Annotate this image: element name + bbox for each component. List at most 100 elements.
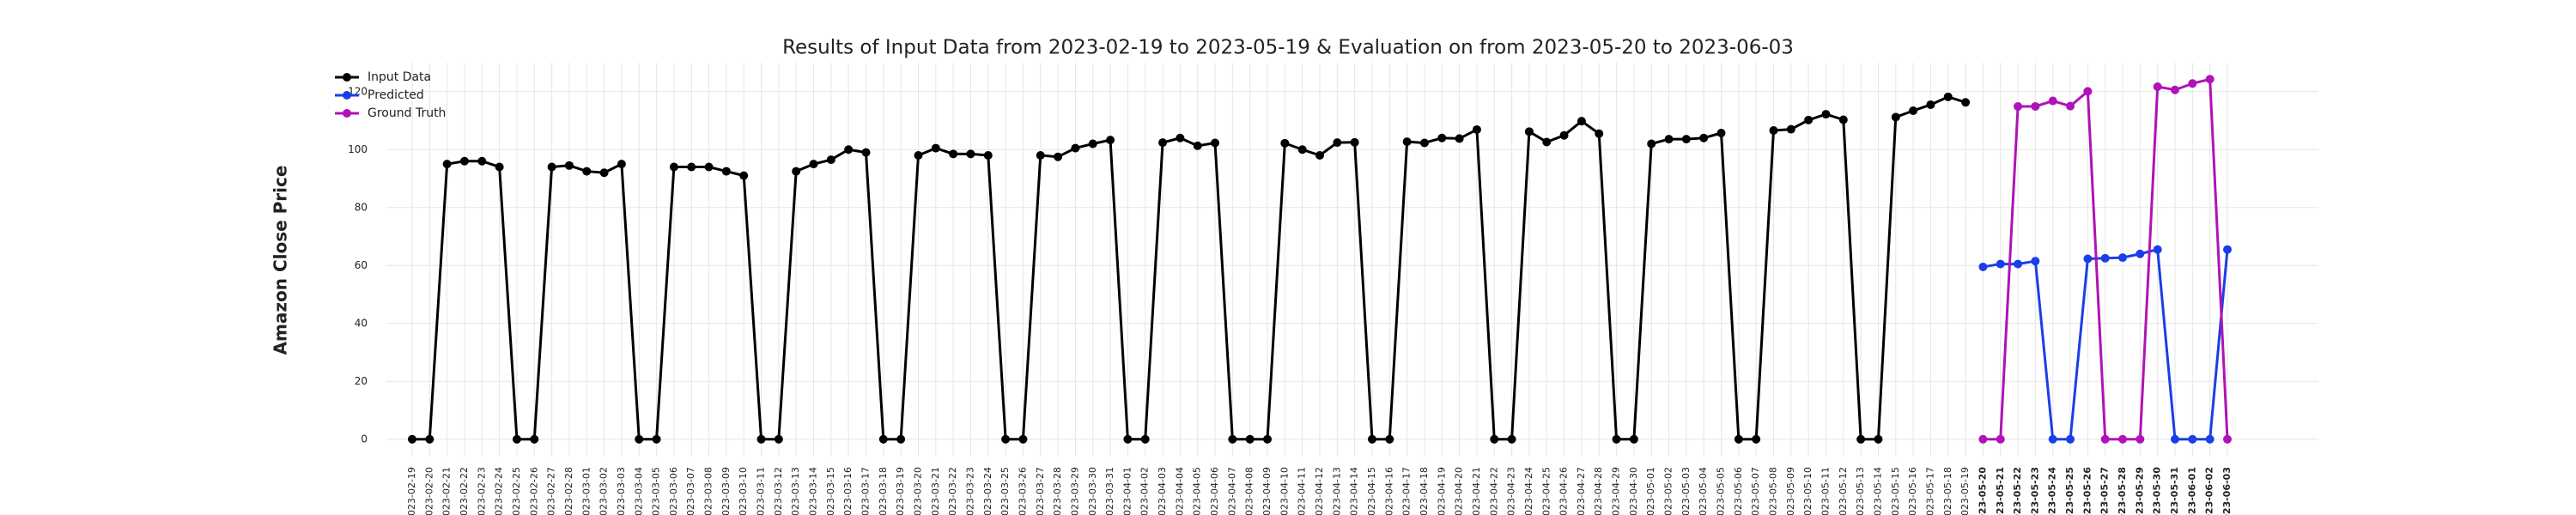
x-tick-label: 2023-05-01 — [1645, 467, 1656, 515]
x-tick-label: 2023-05-05 — [1716, 467, 1727, 515]
legend-label: Ground Truth — [368, 106, 446, 120]
point — [2223, 434, 2232, 444]
point — [1681, 135, 1691, 144]
x-tick-label: 2023-05-25 — [2064, 467, 2075, 515]
point — [1001, 434, 1011, 444]
point — [425, 434, 434, 444]
point — [1752, 434, 1761, 444]
point — [774, 434, 783, 444]
point — [2083, 87, 2093, 96]
point — [1211, 138, 1220, 148]
x-tick-label: 2023-04-10 — [1279, 467, 1290, 515]
x-tick-label: 2023-03-05 — [651, 467, 662, 515]
x-tick-label: 2023-02-20 — [423, 467, 434, 515]
point — [1472, 124, 1481, 134]
x-tick-label: 2023-05-10 — [1802, 467, 1814, 515]
x-tick-label: 2023-05-17 — [1924, 467, 1935, 515]
point — [2031, 101, 2040, 111]
x-tick-label: 2023-03-03 — [616, 467, 627, 515]
x-tick-label: 2023-05-07 — [1750, 467, 1761, 515]
x-tick-label: 2023-02-21 — [441, 467, 453, 515]
x-tick-label: 2023-04-13 — [1331, 467, 1342, 515]
point — [1612, 434, 1621, 444]
point — [1158, 138, 1168, 148]
point — [1647, 139, 1656, 148]
point — [896, 434, 906, 444]
point — [408, 434, 416, 444]
point — [1333, 138, 1342, 148]
point — [1769, 125, 1778, 135]
point — [2066, 434, 2075, 444]
legend-marker — [343, 73, 351, 82]
x-tick-label: 2023-04-14 — [1349, 467, 1360, 515]
x-tick-label: 2023-02-24 — [494, 467, 505, 515]
point — [1716, 129, 1726, 138]
point — [983, 151, 993, 160]
point — [2188, 434, 2197, 444]
point — [1367, 434, 1376, 444]
point — [1996, 434, 2005, 444]
x-tick-label: 2023-05-14 — [1872, 467, 1883, 515]
x-tick-label: 2023-03-16 — [842, 467, 854, 515]
x-tick-label: 2023-04-16 — [1383, 467, 1394, 515]
point — [2118, 253, 2128, 263]
point — [495, 162, 504, 172]
point — [1699, 133, 1709, 142]
point — [1804, 115, 1814, 124]
point — [1874, 434, 1883, 444]
point — [1577, 117, 1586, 126]
y-tick-label: 0 — [361, 433, 368, 445]
point — [599, 168, 609, 178]
point — [2066, 101, 2075, 111]
x-tick-label: 2023-05-15 — [1890, 467, 1901, 515]
x-tick-label: 2023-05-29 — [2134, 467, 2145, 515]
x-tick-label: 2023-04-30 — [1628, 467, 1639, 515]
x-tick-label: 2023-03-25 — [999, 467, 1011, 515]
x-tick-label: 2023-05-11 — [1820, 467, 1831, 515]
x-tick-label: 2023-03-29 — [1069, 467, 1080, 515]
x-tick-label: 2023-04-29 — [1611, 467, 1622, 515]
point — [1245, 434, 1255, 444]
x-tick-label: 2023-02-25 — [511, 467, 522, 515]
x-tick-label: 2023-03-09 — [720, 467, 732, 515]
point — [1455, 134, 1464, 143]
point — [1350, 137, 1359, 147]
x-tick-label: 2023-04-20 — [1454, 467, 1465, 515]
point — [792, 167, 801, 176]
x-tick-label: 2023-03-10 — [738, 467, 749, 515]
point — [721, 167, 731, 176]
x-tick-label: 2023-03-21 — [930, 467, 941, 515]
x-tick-label: 2023-03-07 — [685, 467, 696, 515]
point — [2153, 82, 2162, 92]
x-tick-label: 2023-03-28 — [1052, 467, 1063, 515]
point — [2136, 249, 2145, 258]
x-tick-label: 2023-02-28 — [563, 467, 574, 515]
x-tick-label: 2023-03-19 — [895, 467, 906, 515]
point — [2223, 245, 2232, 254]
x-tick-label: 2023-04-27 — [1576, 467, 1587, 515]
x-tick-label: 2023-05-09 — [1785, 467, 1796, 515]
x-tick-label: 2023-03-27 — [1035, 467, 1046, 515]
point — [1909, 106, 1918, 116]
y-axis-label: Amazon Close Price — [270, 166, 291, 355]
point — [2100, 434, 2110, 444]
point — [1036, 151, 1045, 160]
y-tick-label: 40 — [355, 317, 368, 329]
point — [1891, 112, 1900, 122]
point — [2171, 85, 2180, 94]
x-tick-label: 2023-03-12 — [773, 467, 784, 515]
point — [756, 434, 766, 444]
x-tick-label: 2023-02-23 — [476, 467, 487, 515]
x-tick-label: 2023-03-06 — [668, 467, 679, 515]
point — [1140, 434, 1150, 444]
x-tick-label: 2023-04-03 — [1157, 467, 1168, 515]
y-tick-label: 80 — [355, 201, 368, 213]
point — [966, 149, 975, 159]
x-tick-label: 2023-03-18 — [878, 467, 889, 515]
point — [459, 156, 469, 166]
point — [1297, 145, 1307, 154]
point — [1507, 434, 1516, 444]
x-tick-label: 2023-05-31 — [2169, 467, 2180, 515]
point — [1123, 434, 1133, 444]
